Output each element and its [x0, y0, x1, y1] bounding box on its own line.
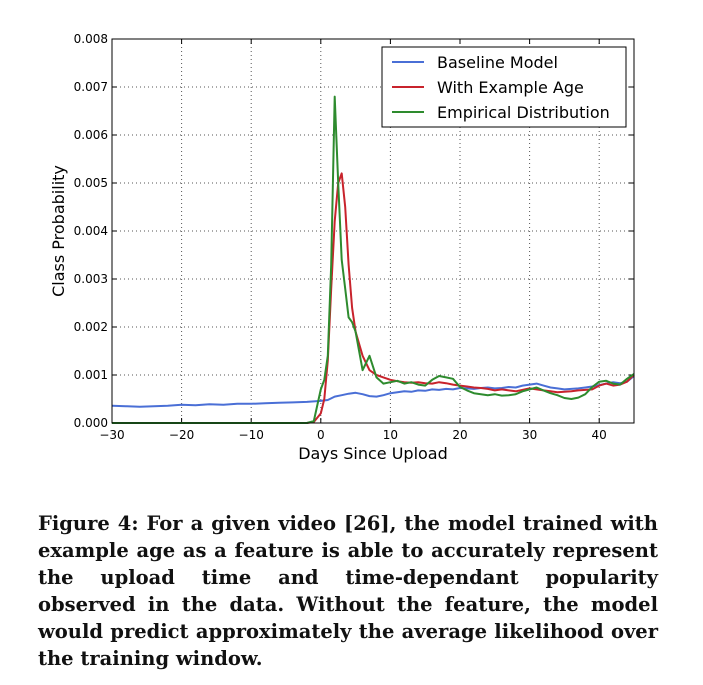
- y-tick-label: 0.006: [74, 128, 108, 142]
- x-tick-label: −10: [239, 428, 264, 442]
- line-chart: 0.000 0.001 0.002 0.003 0.004 0.005 0.006 0.007…: [49, 32, 635, 463]
- x-tick-label: 20: [452, 428, 467, 442]
- x-tick-label: 40: [592, 428, 607, 442]
- series-line-1: [111, 375, 635, 408]
- x-axis: −30 −20 −10 0 10 20 30 40: [99, 39, 607, 442]
- y-tick-label: 0.007: [74, 80, 108, 94]
- series-group: [111, 95, 635, 424]
- x-tick-label: −30: [99, 428, 124, 442]
- y-tick-label: 0.005: [74, 176, 108, 190]
- series-line-2: [112, 172, 635, 424]
- legend-label: Baseline Model: [437, 53, 558, 72]
- x-tick-label: 30: [522, 428, 537, 442]
- x-axis-label: Days Since Upload: [298, 444, 448, 463]
- y-tick-label: 0.001: [74, 368, 108, 382]
- x-tick-label: −20: [169, 428, 194, 442]
- legend: Baseline Model With Example Age Empirical …: [381, 46, 627, 128]
- y-axis: 0.000 0.001 0.002 0.003 0.004 0.005 0.006 0.007…: [74, 32, 634, 430]
- y-tick-label: 0.004: [74, 224, 108, 238]
- y-tick-label: 0.002: [74, 320, 108, 334]
- figure-caption: Figure 4: For a given video [26], the mo…: [38, 512, 658, 670]
- y-tick-label: 0.008: [74, 32, 108, 46]
- legend-label: With Example Age: [437, 78, 584, 97]
- y-tick-label: 0.000: [74, 416, 108, 430]
- legend-label: Empirical Distribution: [437, 103, 610, 122]
- plot-frame: [111, 38, 635, 424]
- y-tick-label: 0.003: [74, 272, 108, 286]
- series-line-3: [112, 95, 635, 424]
- x-tick-label: 0: [317, 428, 325, 442]
- x-tick-label: 10: [383, 428, 398, 442]
- y-axis-label: Class Probability: [49, 165, 68, 297]
